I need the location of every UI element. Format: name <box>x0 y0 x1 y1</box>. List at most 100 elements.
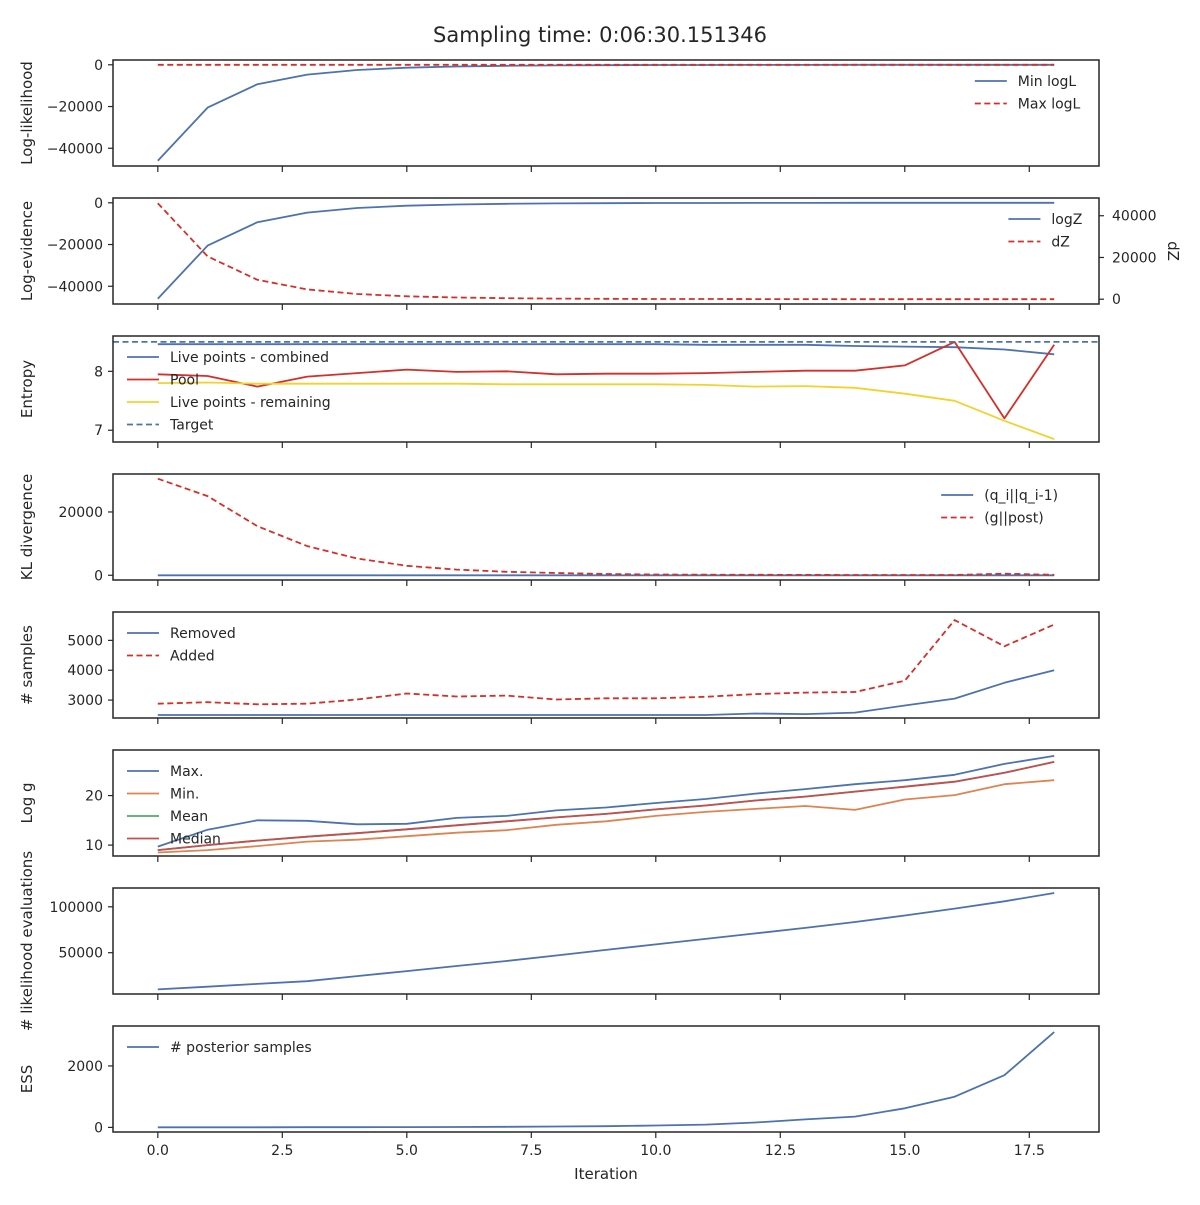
y-tick-label: 0 <box>94 568 103 584</box>
subplot-7: 50000 100000 # likelihood evaluations <box>18 851 1100 1031</box>
series-line-median <box>157 761 1055 851</box>
series-line-mean <box>157 761 1055 851</box>
subplot-5: 3000 4000 5000 # samples Removed Added <box>18 611 1100 724</box>
legend-label: Removed <box>170 626 236 642</box>
y-tick-label: 7 <box>94 423 103 439</box>
y-tick-label: 100000 <box>50 900 103 916</box>
x-axis-label: Iteration <box>574 1165 638 1183</box>
axes-frame <box>112 749 1100 857</box>
axes-frame <box>112 59 1100 167</box>
axes-frame <box>112 197 1100 305</box>
plot-area <box>157 755 1055 854</box>
plot-area <box>157 201 1055 301</box>
series-line-evaluations <box>157 892 1055 991</box>
series-line-live-points-combined <box>157 343 1055 356</box>
y-tick-label: 0 <box>94 1120 103 1136</box>
x-tick-label: 12.5 <box>765 1143 796 1159</box>
y-tick-label: 0 <box>94 58 103 74</box>
legend-label: logZ <box>1051 212 1082 228</box>
subplot-6: 10 20 Log g Max. Min. Mean Median <box>18 749 1100 862</box>
y2-tick-label: 40000 <box>1112 209 1157 225</box>
legend-label: Max logL <box>1018 97 1081 113</box>
y2-tick-label: 20000 <box>1112 250 1157 266</box>
series-line-min <box>157 779 1055 854</box>
x-tick-label: 15.0 <box>889 1143 920 1159</box>
y-tick-label: 2000 <box>67 1059 103 1075</box>
y-tick-label: −40000 <box>47 279 103 295</box>
legend-label: Median <box>170 832 221 848</box>
legend-label: dZ <box>1051 235 1069 251</box>
y-tick-label: 20 <box>85 789 103 805</box>
subplot-1: 0 −20000 −40000 Log-likelihood Min logL Max l… <box>18 58 1100 172</box>
series-line-live-points-remaining <box>157 381 1055 440</box>
figure-title: Sampling time: 0:06:30.151346 <box>433 23 767 47</box>
plot-area <box>157 477 1055 577</box>
legend-label: # posterior samples <box>170 1040 312 1056</box>
series-line-added <box>157 619 1055 706</box>
axes-frame <box>112 611 1100 719</box>
series-line-dz <box>157 202 1055 301</box>
y2-axis-label: dZ <box>1164 241 1182 261</box>
series-line-logz <box>157 201 1055 300</box>
subplot-8: 0 2000 ESS 0.0 2.5 5.0 7.5 10.0 12.5 15.0 17.5 # po… <box>18 1025 1100 1159</box>
series-line-removed <box>157 669 1055 716</box>
y-axis-label: ESS <box>18 1065 36 1094</box>
y-tick-label: −20000 <box>47 100 103 116</box>
y-axis-label: # samples <box>18 625 36 705</box>
y-tick-label: 10 <box>85 838 103 854</box>
subplots: 0 −20000 −40000 Log-likelihood Min logL Max l… <box>18 58 1182 1159</box>
y-tick-label: 4000 <box>67 663 103 679</box>
series-line-posterior-samples <box>157 1031 1055 1129</box>
legend-label: Min logL <box>1018 74 1077 90</box>
legend-label: Target <box>169 418 214 434</box>
y-tick-label: 8 <box>94 364 103 380</box>
axes-frame <box>112 335 1100 443</box>
y-axis-label: Log g <box>18 782 36 823</box>
plot-area <box>157 1031 1055 1129</box>
legend-label: Pool <box>170 373 199 389</box>
series-line-pool <box>157 340 1055 420</box>
axes-frame <box>112 1025 1100 1133</box>
y-axis-label: Log-likelihood <box>18 61 36 165</box>
legend: Live points - combined Pool Live points - … <box>127 350 331 434</box>
x-tick-label: 2.5 <box>271 1143 293 1159</box>
series-line-min-logl <box>157 63 1055 162</box>
y-tick-label: 3000 <box>67 693 103 709</box>
legend-label: Mean <box>170 809 208 825</box>
plot-area <box>157 619 1055 716</box>
legend: (q_i||q_i-1) (g||post) <box>941 488 1058 527</box>
y-tick-label: 20000 <box>58 505 103 521</box>
legend-label: Max. <box>170 764 203 780</box>
y-axis-label: Entropy <box>18 360 36 418</box>
y-tick-label: 50000 <box>58 946 103 962</box>
legend: Min logL Max logL <box>974 74 1081 113</box>
subplot-4: 0 20000 KL divergence (q_i||q_i-1) (g||post) <box>18 473 1100 586</box>
axes-frame <box>112 887 1100 995</box>
x-tick-label: 10.0 <box>640 1143 671 1159</box>
legend-label: Live points - combined <box>170 350 329 366</box>
y-axis-label: Log-evidence <box>18 201 36 301</box>
y2-tick-label: 0 <box>1112 292 1121 308</box>
y-tick-label: 0 <box>94 196 103 212</box>
legend: Max. Min. Mean Median <box>127 764 221 848</box>
legend-label: Added <box>170 649 215 665</box>
legend: logZ dZ <box>1008 212 1082 251</box>
x-tick-label: 0.0 <box>147 1143 169 1159</box>
legend-label: Min. <box>170 787 199 803</box>
plot-area <box>113 340 1099 440</box>
axes-frame <box>112 473 1100 581</box>
plot-area <box>157 892 1055 991</box>
x-tick-label: 7.5 <box>520 1143 542 1159</box>
legend: Removed Added <box>127 626 236 665</box>
legend-label: (q_i||q_i-1) <box>984 488 1058 504</box>
y-axis-label: KL divergence <box>18 474 36 580</box>
series-line-g-post <box>157 477 1055 576</box>
legend-label: (g||post) <box>984 511 1043 527</box>
subplot-2: 0 −20000 −40000 0 20000 40000 dZ Log-evidence lo… <box>18 196 1182 310</box>
x-tick-label: 17.5 <box>1014 1143 1045 1159</box>
y-tick-label: 5000 <box>67 633 103 649</box>
plot-area <box>157 63 1055 162</box>
